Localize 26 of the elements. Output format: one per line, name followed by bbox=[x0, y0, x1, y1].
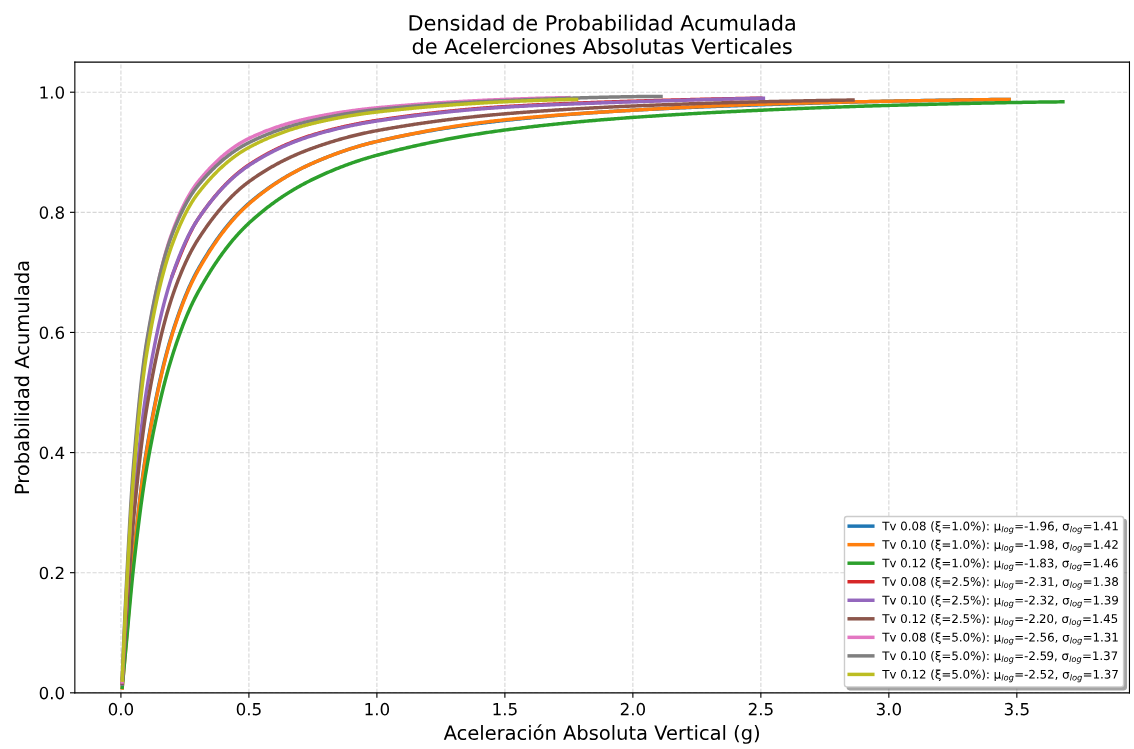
x-axis-title: Aceleración Absoluta Vertical (g) bbox=[443, 724, 759, 744]
x-tick-label: 2.5 bbox=[748, 702, 773, 716]
y-tick-label: 0.8 bbox=[39, 206, 64, 219]
x-tick-label: 3.5 bbox=[1004, 702, 1029, 716]
legend-label: Tv 0.08 (ξ=1.0%): μ$_{log}$=-1.96, σ$_{log}$=1.41 bbox=[882, 521, 1118, 534]
legend-label: Tv 0.08 (ξ=5.0%): μ$_{log}$=-2.56, σ$_{log}$=1.31 bbox=[882, 632, 1118, 646]
y-tick-label: 0.6 bbox=[39, 326, 65, 340]
legend-label: Tv 0.10 (ξ=5.0%): μ$_{log}$=-2.59, σ$_{log}$=1.37 bbox=[882, 651, 1118, 664]
x-tick-label: 1.5 bbox=[493, 703, 517, 716]
legend-label: Tv 0.10 (ξ=2.5%): μ$_{log}$=-2.32, σ$_{log}$=1.39 bbox=[882, 595, 1118, 609]
x-tick-label: 0.0 bbox=[108, 702, 134, 716]
x-tick-label: 3.0 bbox=[876, 702, 901, 716]
y-tick-label: 1.0 bbox=[40, 86, 65, 99]
y-tick-label: 0.4 bbox=[39, 446, 65, 460]
y-tick-label: 0.0 bbox=[39, 686, 65, 700]
legend-label: Tv 0.12 (ξ=5.0%): μ$_{log}$=-2.52, σ$_{log}$=1.37 bbox=[882, 669, 1118, 683]
chart-title: Densidad de Probabilidad Acumulada de Acelerciones Absolutas Verticales bbox=[409, 14, 795, 55]
legend-label: Tv 0.12 (ξ=1.0%): μ$_{log}$=-1.83, σ$_{log}$=1.46 bbox=[882, 558, 1118, 571]
legend-label: Tv 0.12 (ξ=2.5%): μ$_{log}$=-2.20, σ$_{log}$=1.45 bbox=[882, 613, 1118, 627]
y-tick-label: 0.2 bbox=[39, 566, 64, 580]
x-tick-label: 1.0 bbox=[365, 702, 390, 716]
legend-label: Tv 0.10 (ξ=1.0%): μ$_{log}$=-1.98, σ$_{log}$=1.42 bbox=[882, 539, 1118, 553]
x-tick-label: 0.5 bbox=[236, 702, 261, 716]
y-axis-title: Probabilidad Acumulada bbox=[14, 261, 30, 494]
legend-label: Tv 0.08 (ξ=2.5%): μ$_{log}$=-2.31, σ$_{log}$=1.38 bbox=[882, 576, 1119, 590]
x-tick-label: 2.0 bbox=[620, 702, 646, 716]
